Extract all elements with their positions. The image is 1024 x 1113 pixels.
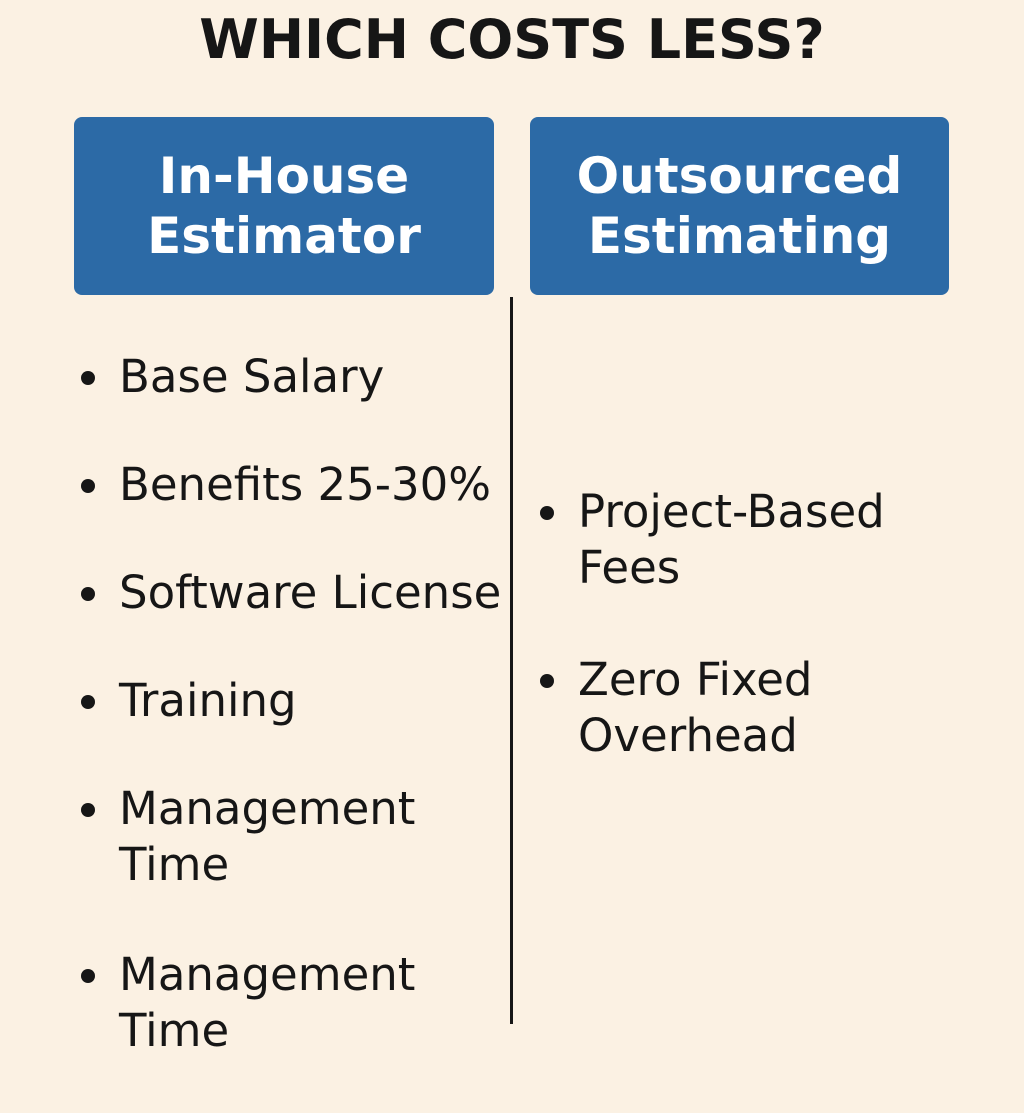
list-item-text-continued: Overhead xyxy=(578,709,798,762)
list-item-text: Base Salary xyxy=(119,350,385,403)
bullet-icon xyxy=(81,371,95,385)
list-item-software-license: Software License xyxy=(74,565,501,621)
outsourced-cost-list: Project-Based Fees Zero Fixed Overhead xyxy=(533,484,885,820)
list-item-text: Training xyxy=(119,674,297,727)
list-item-text-continued: Fees xyxy=(578,541,681,594)
list-item-text: Software License xyxy=(119,566,502,619)
list-item-text-continued: Time xyxy=(119,838,230,891)
outsourced-header-line-2: Estimating xyxy=(587,207,892,265)
list-item-text: Project-Based xyxy=(578,485,885,538)
outsourced-header-line-1: Outsourced xyxy=(576,147,903,205)
bullet-icon xyxy=(81,969,95,983)
in-house-header-line-1: In-House xyxy=(158,147,410,205)
list-item-management-time: Management Time xyxy=(74,781,501,893)
column-divider xyxy=(510,297,513,1024)
list-item-text: Zero Fixed xyxy=(578,653,813,706)
list-item-zero-fixed-overhead: Zero Fixed Overhead xyxy=(533,652,885,764)
list-item-base-salary: Base Salary xyxy=(74,349,501,405)
list-item-text: Management xyxy=(119,782,416,835)
list-item-text: Benefits 25-30% xyxy=(119,458,492,511)
in-house-header-line-2: Estimator xyxy=(147,207,421,265)
bullet-icon xyxy=(81,587,95,601)
outsourced-estimating-header: Outsourced Estimating xyxy=(530,117,949,295)
list-item-training: Training xyxy=(74,673,501,729)
in-house-estimator-header: In-House Estimator xyxy=(74,117,494,295)
list-item-benefits: Benefits 25-30% xyxy=(74,457,501,513)
bullet-icon xyxy=(540,506,554,520)
bullet-icon xyxy=(540,674,554,688)
page-title: WHICH COSTS LESS? xyxy=(199,8,825,71)
bullet-icon xyxy=(81,479,95,493)
in-house-cost-list: Base Salary Benefits 25-30% Software Lic… xyxy=(74,349,501,1113)
list-item-text-continued: Time xyxy=(119,1004,230,1057)
list-item-text: Management xyxy=(119,948,416,1001)
list-item-project-based-fees: Project-Based Fees xyxy=(533,484,885,596)
bullet-icon xyxy=(81,695,95,709)
bullet-icon xyxy=(81,803,95,817)
list-item-management-time-repeat: Management Time xyxy=(74,947,501,1059)
